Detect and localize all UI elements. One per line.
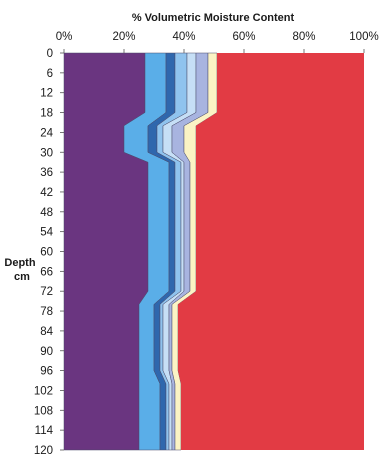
- y-tick-label: 78: [40, 306, 53, 318]
- y-tick-label: 120: [34, 445, 53, 457]
- y-tick-label: 18: [40, 108, 53, 120]
- y-tick-label: 36: [40, 167, 53, 179]
- y-tick-label: 48: [40, 207, 53, 219]
- x-tick-label: 40%: [172, 31, 195, 43]
- y-axis-label-line2: cm: [14, 271, 30, 283]
- x-tick-label: 100%: [349, 31, 378, 43]
- y-tick-label: 102: [34, 385, 53, 397]
- y-tick-label: 0: [47, 48, 53, 60]
- moisture-bands: [63, 52, 364, 451]
- y-tick-label: 84: [40, 326, 53, 338]
- y-tick-label: 42: [40, 187, 53, 199]
- x-axis: 0% 20% 40% 60% 80% 100%: [56, 31, 379, 53]
- x-tick-label: 0%: [56, 31, 73, 43]
- y-tick-label: 114: [35, 425, 54, 437]
- y-tick-label: 66: [40, 266, 53, 278]
- y-tick-label: 30: [40, 147, 53, 159]
- y-axis: 0 6 12 18 24 30 36 42 48 54 60 66 72 78 84 90 96 102 108 11…: [34, 48, 64, 457]
- moisture-band-1: [63, 52, 149, 451]
- chart-title: % Volumetric Moisture Content: [132, 12, 295, 24]
- y-tick-label: 24: [40, 127, 53, 139]
- y-tick-label: 60: [40, 247, 53, 259]
- y-tick-label: 54: [40, 227, 53, 239]
- x-tick-label: 20%: [112, 31, 135, 43]
- y-tick-label: 72: [40, 286, 53, 298]
- y-axis-label-line1: Depth: [4, 257, 35, 269]
- y-tick-label: 90: [40, 346, 53, 358]
- y-tick-label: 108: [34, 405, 53, 417]
- x-tick-label: 60%: [232, 31, 255, 43]
- y-tick-label: 12: [40, 88, 53, 100]
- moisture-band-8: [178, 53, 364, 450]
- x-tick-label: 80%: [292, 31, 315, 43]
- y-tick-label: 96: [40, 366, 53, 378]
- y-tick-label: 6: [47, 68, 53, 80]
